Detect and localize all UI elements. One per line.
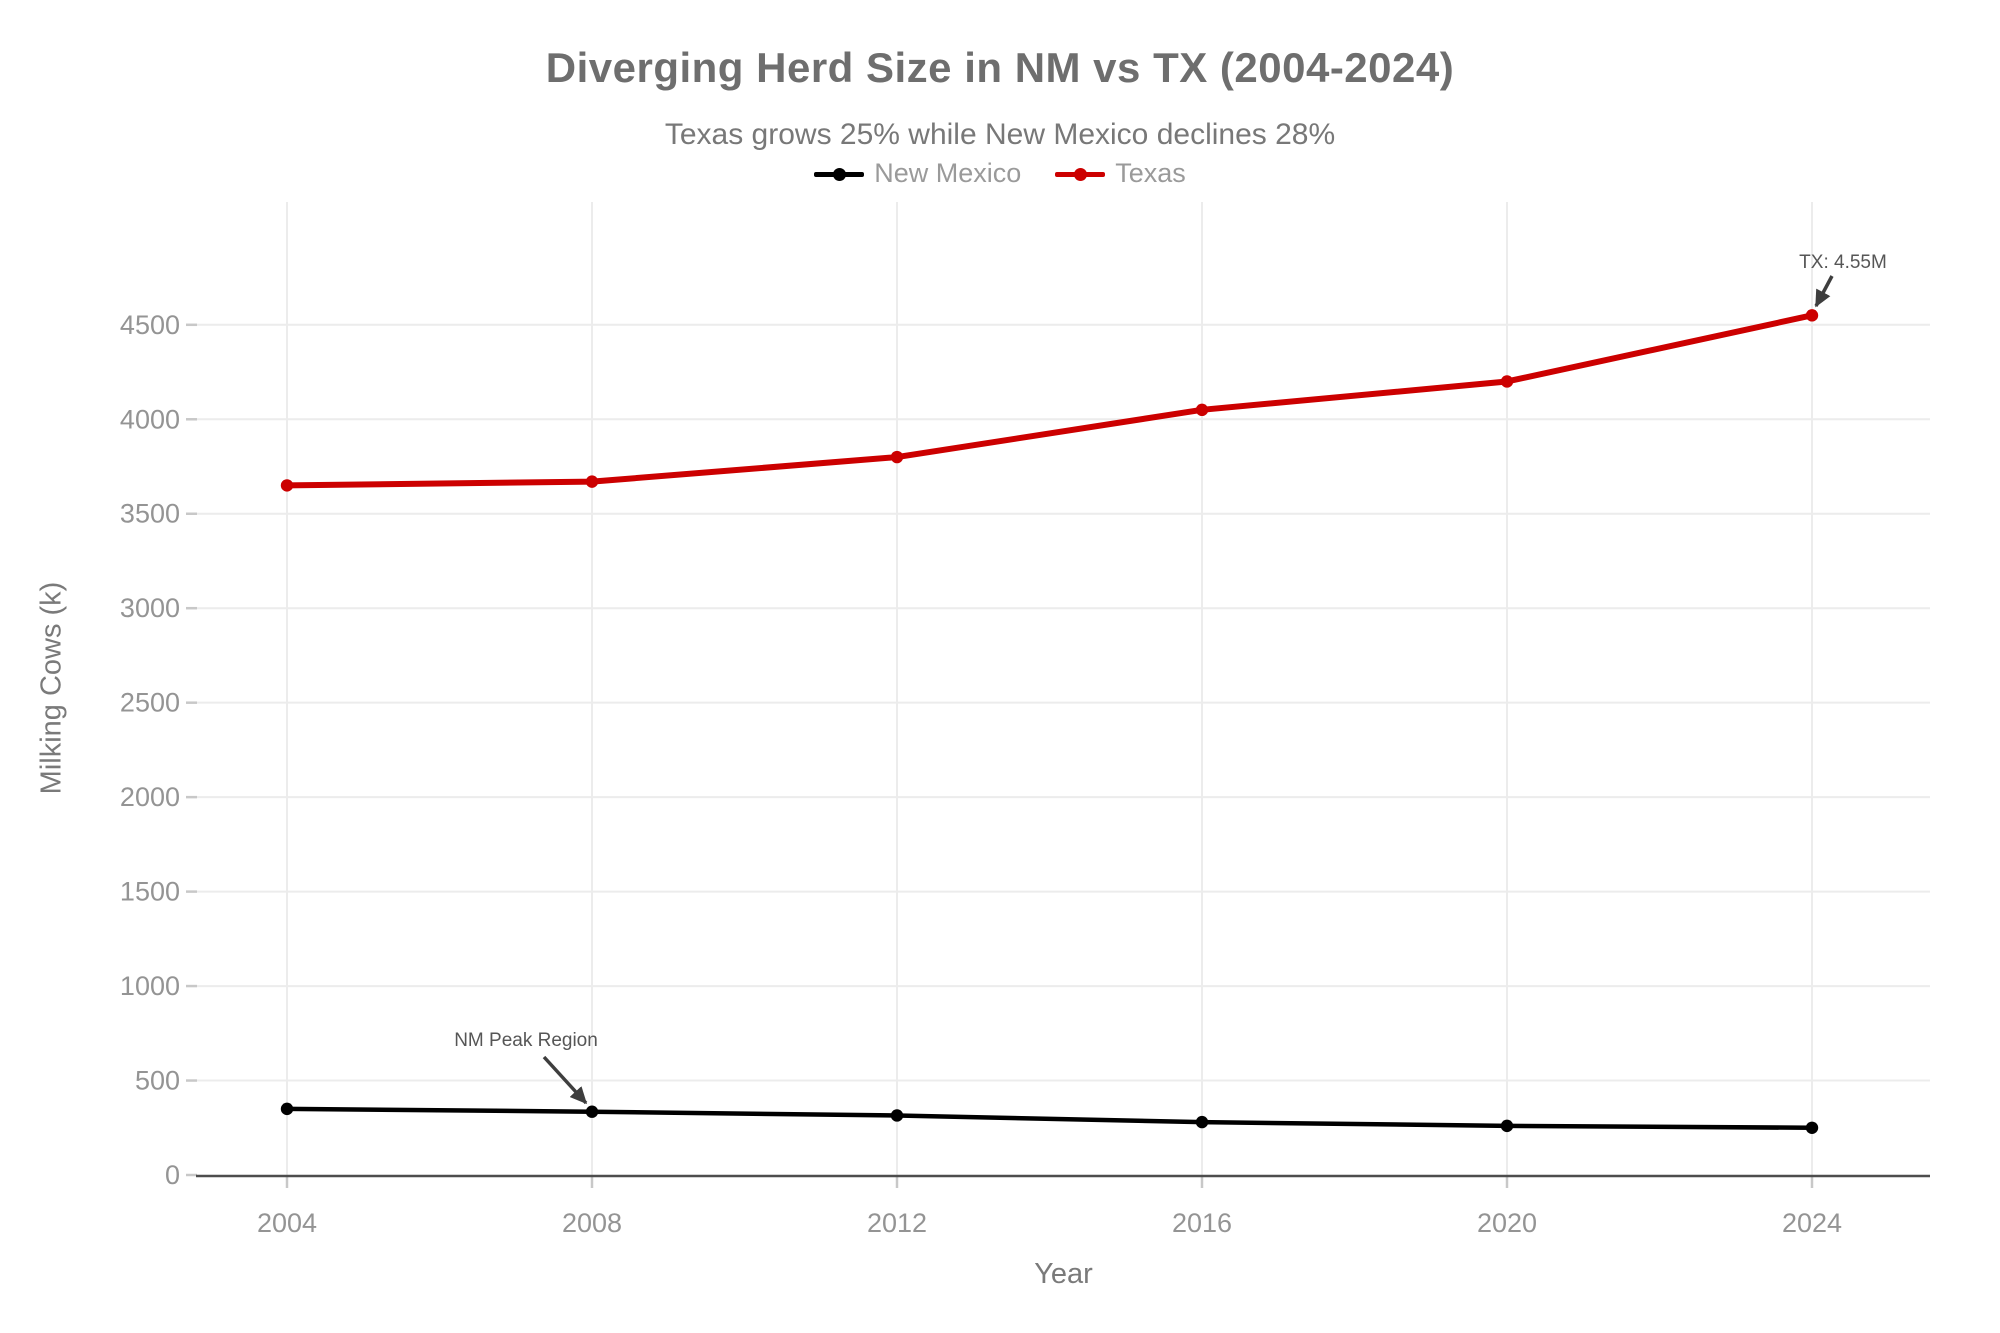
annotation-nm-peak: NM Peak Region xyxy=(454,1030,598,1105)
data-point-texas xyxy=(890,450,904,464)
x-tick-label: 2004 xyxy=(257,1208,317,1238)
tick-labels: 0 500 1000 1500 2000 2500 3000 3500 4000 4500 2004… xyxy=(120,310,1842,1238)
legend: New Mexico Texas xyxy=(0,158,2000,189)
data-point-texas xyxy=(1195,403,1209,417)
data-point-new-mexico xyxy=(890,1109,904,1122)
legend-dot-swatch xyxy=(833,167,847,181)
data-point-new-mexico xyxy=(1195,1115,1209,1129)
y-tick-label: 2000 xyxy=(120,782,180,812)
legend-label-texas: Texas xyxy=(1115,158,1186,188)
series-line-texas xyxy=(286,312,1813,489)
data-point-texas xyxy=(1805,309,1819,322)
legend-dot-swatch xyxy=(1074,167,1088,181)
y-tick-label: 2500 xyxy=(120,688,180,718)
legend-label-new-mexico: New Mexico xyxy=(874,158,1022,188)
data-point-new-mexico xyxy=(1805,1121,1819,1134)
legend-item-new-mexico: New Mexico xyxy=(814,158,1021,189)
chart-subtitle: Texas grows 25% while New Mexico decline… xyxy=(664,118,1336,151)
legend-item-texas: Texas xyxy=(1055,158,1186,189)
x-tick-label: 2024 xyxy=(1782,1208,1842,1238)
annotation-arrow-icon xyxy=(1814,275,1834,308)
gridlines xyxy=(197,202,1930,1175)
series-texas xyxy=(280,309,1819,492)
data-point-texas xyxy=(1500,375,1514,388)
line-dot-marker-icon xyxy=(814,166,865,182)
chart-title: Diverging Herd Size in NM vs TX (2004-20… xyxy=(545,44,1455,91)
x-tick-label: 2012 xyxy=(867,1208,927,1238)
data-point-texas xyxy=(585,475,599,488)
line-dot-marker-icon xyxy=(1055,166,1106,182)
y-tick-label: 4500 xyxy=(120,310,180,340)
annotation-arrow-icon xyxy=(542,1055,588,1105)
x-tick-label: 2016 xyxy=(1172,1208,1232,1238)
y-axis-title: Milking Cows (k) xyxy=(35,581,68,795)
series-new-mexico xyxy=(280,1102,1819,1134)
data-point-new-mexico xyxy=(1500,1119,1514,1133)
data-point-new-mexico xyxy=(585,1105,599,1118)
y-tick-label: 1500 xyxy=(120,877,180,907)
annotation-text: NM Peak Region xyxy=(454,1030,598,1051)
data-point-texas xyxy=(280,479,294,492)
x-axis-title: Year xyxy=(1034,1258,1093,1290)
y-tick-label: 1000 xyxy=(120,971,180,1001)
y-tick-label: 0 xyxy=(165,1160,180,1190)
y-tick-label: 3000 xyxy=(120,593,180,623)
series-line-new-mexico xyxy=(286,1106,1813,1131)
y-tick-label: 3500 xyxy=(120,499,180,529)
y-tick-label: 500 xyxy=(135,1066,180,1096)
annotation-tx-value: TX: 4.55M xyxy=(1799,252,1887,308)
tick-marks xyxy=(186,323,1814,1188)
data-point-new-mexico xyxy=(280,1102,294,1116)
x-tick-label: 2008 xyxy=(562,1208,622,1238)
x-tick-label: 2020 xyxy=(1477,1208,1537,1238)
annotation-text: TX: 4.55M xyxy=(1799,252,1887,273)
y-tick-label: 4000 xyxy=(120,404,180,434)
